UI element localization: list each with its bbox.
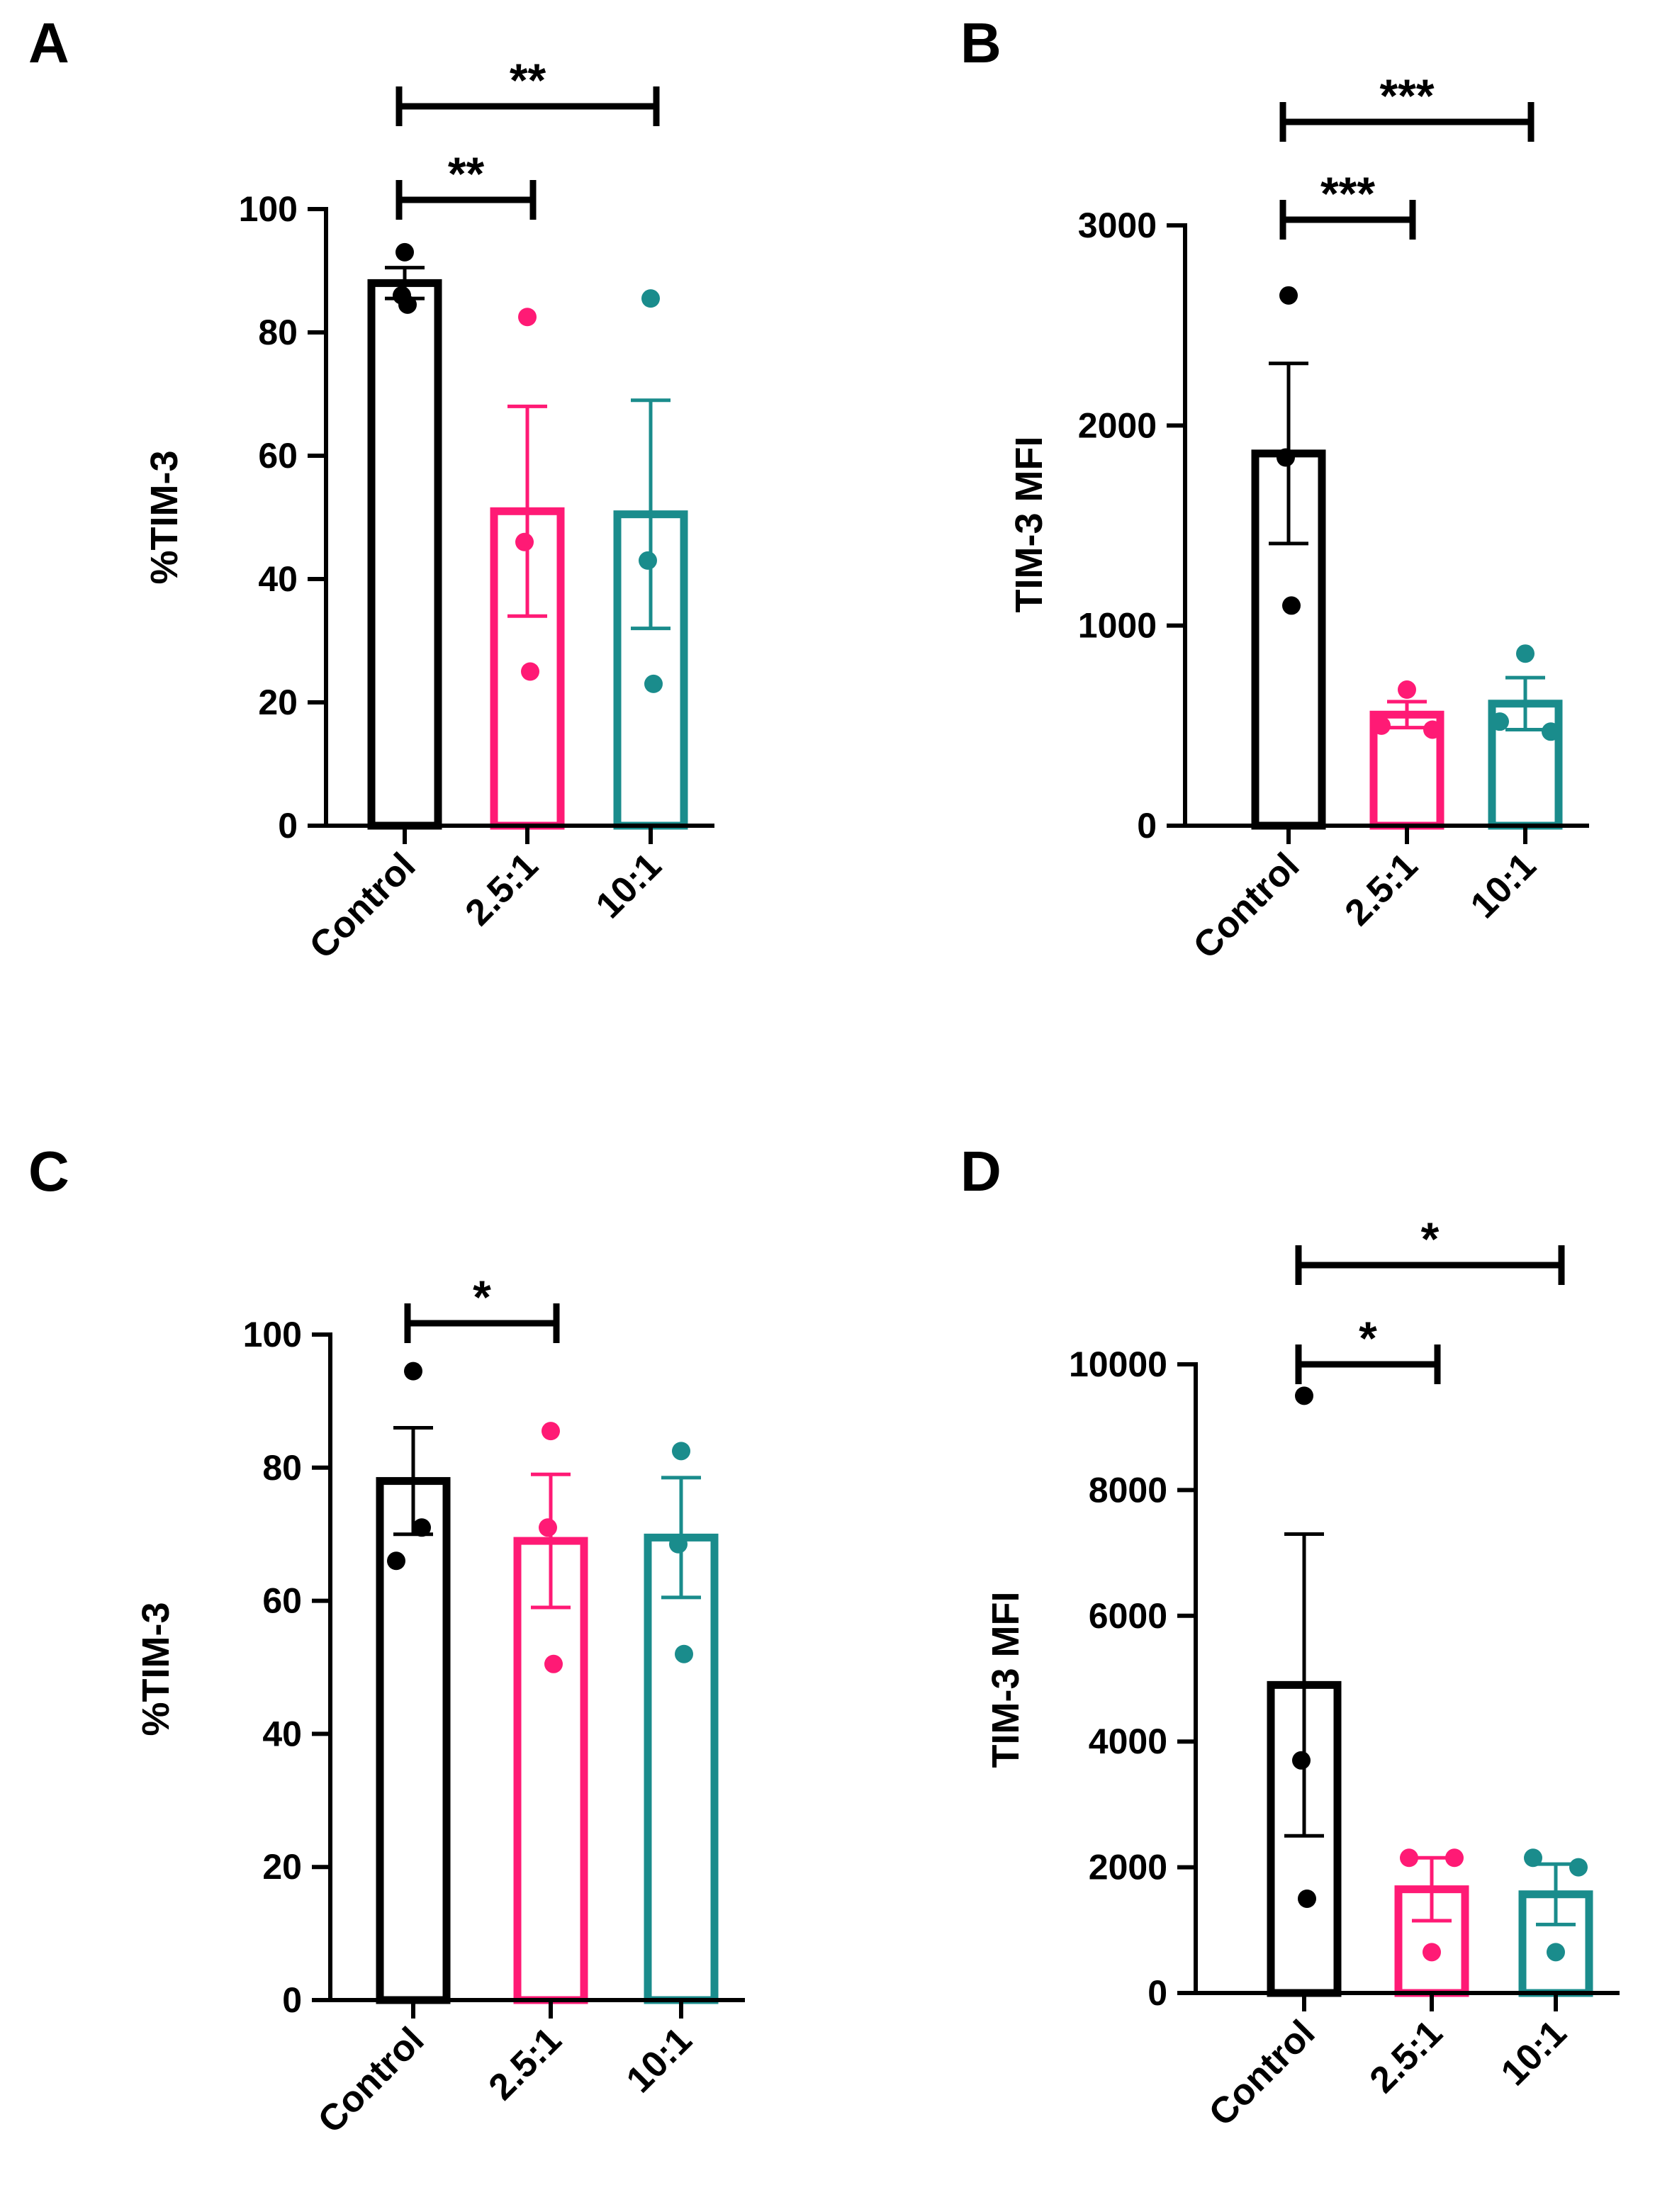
y-tick-label: 2000 (1078, 405, 1157, 445)
x-tick-label: 10:1 (588, 845, 670, 926)
data-point (1282, 596, 1301, 615)
data-point (1298, 1889, 1316, 1908)
y-tick-label: 0 (278, 806, 298, 846)
data-point (1542, 722, 1560, 741)
y-tick-label: 100 (239, 189, 298, 229)
y-tick-label: 2000 (1089, 1848, 1167, 1887)
y-tick-label: 8000 (1089, 1470, 1167, 1510)
data-point (1423, 1943, 1441, 1962)
panel-c: C 0 20 40 60 80 100 Control 2.5:1 10:1 %TIM-3 * (28, 1140, 745, 2141)
x-tick-label: 2.5:1 (1337, 845, 1426, 933)
data-point (672, 1442, 690, 1461)
y-tick-label: 10000 (1069, 1344, 1167, 1384)
data-point (644, 674, 663, 693)
data-point (518, 308, 537, 327)
data-point (1569, 1858, 1588, 1877)
y-tick-label: 60 (262, 1581, 302, 1621)
data-point (398, 295, 417, 314)
y-tick-label: 0 (282, 1980, 302, 2020)
bar (644, 1533, 719, 2004)
x-tick-label: Control (1201, 2012, 1323, 2134)
data-point (387, 1551, 405, 1571)
y-tick-label: 4000 (1089, 1722, 1167, 1761)
y-tick-label: 0 (1137, 806, 1157, 846)
data-point (539, 1518, 557, 1537)
bar (367, 279, 442, 830)
data-point (639, 551, 657, 570)
panel-letter: B (960, 11, 1002, 74)
data-point (1445, 1848, 1464, 1868)
bar (513, 1537, 588, 2004)
data-point (1292, 1751, 1311, 1770)
significance-label: ** (448, 147, 485, 200)
x-tick-label: Control (1186, 845, 1308, 967)
data-point (542, 1422, 560, 1441)
significance-label: * (1421, 1213, 1440, 1265)
data-point (1295, 1386, 1313, 1405)
data-point (1524, 1848, 1542, 1868)
y-axis-title: %TIM-3 (135, 1602, 177, 1736)
panel-letter: D (960, 1140, 1002, 1203)
significance-label: * (1359, 1312, 1377, 1364)
data-point (1277, 448, 1295, 467)
data-point (1279, 286, 1298, 305)
y-tick-label: 20 (258, 683, 298, 722)
x-tick-label: 10:1 (1493, 2012, 1575, 2094)
x-tick-label: 2.5:1 (1362, 2012, 1451, 2101)
data-point (675, 1644, 693, 1663)
x-tick-label: 2.5:1 (481, 2019, 570, 2108)
data-point (404, 1362, 422, 1381)
x-tick-label: Control (302, 845, 424, 967)
y-tick-label: 0 (1148, 1973, 1167, 2013)
data-point (1372, 716, 1391, 735)
y-axis-title: %TIM-3 (143, 451, 186, 585)
y-tick-label: 3000 (1078, 206, 1157, 245)
panel-letter: A (28, 11, 69, 74)
significance-label: * (473, 1271, 491, 1323)
y-tick-label: 20 (262, 1847, 302, 1887)
data-point (395, 242, 414, 262)
panel-b: B 0 1000 2000 3000 Control 2.5:1 10:1 TIM-3 MFI *… (960, 11, 1589, 967)
y-tick-label: 40 (258, 559, 298, 599)
data-point (1423, 720, 1442, 739)
panel-d: D 0 2000 4000 6000 8000 10000 Control 2.5:1 10:1 T… (960, 1140, 1620, 2134)
significance-label: *** (1320, 167, 1375, 220)
panel-letter: C (28, 1140, 69, 1203)
data-point (544, 1654, 563, 1673)
significance-label: ** (510, 54, 546, 106)
data-point (641, 289, 660, 308)
data-point (515, 532, 534, 551)
y-tick-label: 1000 (1078, 606, 1157, 646)
data-point (413, 1518, 431, 1537)
y-tick-label: 6000 (1089, 1596, 1167, 1636)
data-point (1398, 680, 1416, 700)
x-tick-label: 2.5:1 (458, 845, 546, 933)
data-point (1400, 1848, 1418, 1868)
y-tick-label: 80 (258, 313, 298, 352)
x-tick-label: 10:1 (619, 2019, 700, 2101)
y-axis-title: TIM-3 MFI (1008, 437, 1050, 613)
x-tick-label: 10:1 (1463, 845, 1544, 926)
data-point (669, 1534, 688, 1554)
y-tick-label: 40 (262, 1714, 302, 1753)
data-point (1547, 1943, 1565, 1962)
y-axis-title: TIM-3 MFI (984, 1592, 1027, 1768)
significance-label: *** (1379, 69, 1434, 122)
y-tick-label: 100 (243, 1315, 302, 1354)
y-tick-label: 60 (258, 436, 298, 476)
data-point (1516, 644, 1535, 663)
panel-a: A 0 20 40 60 80 100 Control 2.5:1 10:1 %TIM-3 ** ** (28, 11, 714, 967)
y-tick-label: 80 (262, 1448, 302, 1488)
data-point (1491, 712, 1509, 731)
data-point (521, 662, 539, 681)
x-tick-label: Control (310, 2019, 432, 2141)
